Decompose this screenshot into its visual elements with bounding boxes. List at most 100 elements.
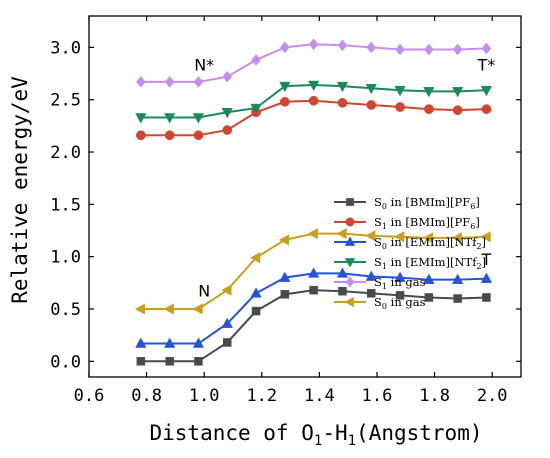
plot-area [88, 15, 522, 378]
data-point [222, 70, 233, 83]
data-point [164, 113, 176, 124]
legend-state: S [374, 215, 382, 229]
data-point [336, 228, 347, 240]
annotation-layer: N* T* N T [194, 55, 495, 300]
x-tick-label: 1.0 [189, 386, 220, 406]
legend-swatch-marker [344, 236, 356, 246]
series-4 [136, 38, 492, 88]
data-point [278, 234, 290, 246]
data-point [136, 76, 146, 88]
data-point [451, 232, 462, 244]
series-line [140, 289, 487, 363]
legend-item: S0 in gas [334, 295, 426, 311]
data-point [221, 317, 233, 328]
legend-env-sub: 2 [476, 242, 481, 251]
x-axis-label-tail: (Angstrom) [356, 421, 482, 445]
data-point [337, 39, 348, 52]
legend-label: S0 in [EMIm][NTf2] [374, 235, 486, 251]
x-tick-label: 0.6 [74, 386, 105, 406]
data-point [280, 41, 290, 54]
legend-env: in gas [387, 275, 426, 289]
data-point [308, 38, 319, 51]
annotation-label: N* [194, 55, 214, 74]
data-point [481, 42, 492, 55]
data-point [308, 95, 319, 106]
data-point [336, 81, 349, 93]
data-point [366, 41, 377, 54]
data-point [221, 108, 233, 119]
data-point [193, 76, 204, 88]
legend-swatch-marker [344, 296, 354, 308]
data-point [221, 284, 232, 296]
legend-label: S1 in [EMIm][NTf2] [374, 255, 486, 271]
x-axis-label-main: Distance of O [150, 421, 314, 445]
data-point [279, 96, 290, 107]
data-point [365, 270, 377, 281]
x-axis-label: Distance of O1-H1(Angstrom) [150, 421, 483, 449]
data-point [136, 357, 146, 366]
data-point [251, 306, 261, 316]
data-point [280, 290, 290, 299]
legend-env: in [EMIm][NTf [387, 255, 477, 269]
data-point [452, 43, 463, 56]
data-point [165, 357, 174, 366]
data-point [222, 125, 233, 135]
data-point [250, 103, 262, 115]
x-tick-label: 1.2 [246, 386, 277, 406]
data-point [395, 43, 405, 56]
data-point [222, 338, 232, 347]
legend-env-sub: 6 [470, 202, 475, 211]
legend-tail: ] [482, 255, 487, 269]
y-tick-label: 2.5 [50, 91, 81, 111]
data-point [164, 130, 175, 141]
series-3 [135, 80, 493, 124]
legend-env: in [BMIm][PF [387, 195, 470, 209]
data-point [251, 54, 261, 66]
data-point [279, 271, 291, 282]
legend-swatch-marker [345, 217, 355, 227]
legend-state: S [374, 255, 382, 269]
legend-label: S0 in gas [374, 295, 426, 311]
data-point [366, 100, 377, 110]
data-point [395, 291, 405, 300]
legend-env-sub: 6 [470, 222, 475, 231]
data-point [452, 273, 464, 284]
data-point [163, 303, 174, 315]
y-tick-label: 2.0 [50, 143, 81, 163]
data-point [366, 289, 376, 298]
data-point [453, 294, 462, 303]
x-axis-label-sub2: 1 [348, 433, 356, 449]
y-axis-ticks: 0.0 0.5 1.0 1.5 2.0 2.5 3.0 [50, 38, 521, 372]
legend-tail: ] [482, 235, 487, 249]
legend-label: S0 in [BMIm][PF6] [374, 195, 480, 211]
x-axis-ticks: 0.6 0.8 1.0 1.2 1.4 1.6 1.8 2.0 [74, 16, 508, 406]
x-tick-label: 1.4 [304, 386, 335, 406]
legend-item: S1 in [EMIm][NTf2] [334, 255, 486, 271]
legend-state: S [374, 235, 382, 249]
legend-swatch-marker [346, 198, 354, 206]
y-tick-label: 0.0 [50, 352, 81, 372]
data-point [482, 293, 491, 302]
legend-item: S0 in [EMIm][NTf2] [334, 235, 486, 251]
legend-item: S1 in [BMIm][PF6] [334, 215, 480, 231]
data-point [452, 87, 464, 98]
legend-label: S1 in gas [374, 275, 426, 291]
data-point [423, 104, 434, 114]
data-point [395, 102, 405, 112]
data-point [193, 130, 204, 141]
legend-env: in [BMIm][PF [387, 215, 470, 229]
data-point [338, 286, 347, 296]
data-point [480, 272, 493, 283]
data-point [337, 97, 348, 108]
legend-state-sub: 1 [382, 282, 387, 291]
series-2 [135, 267, 493, 348]
data-point [134, 303, 146, 315]
y-tick-label: 0.5 [50, 300, 81, 320]
legend-swatch-marker [345, 276, 355, 288]
data-point [365, 83, 377, 95]
data-point [480, 86, 493, 97]
data-point [309, 285, 318, 295]
legend-state-sub: 0 [382, 242, 387, 251]
x-tick-label: 1.6 [362, 386, 393, 406]
legend-state: S [374, 275, 382, 289]
